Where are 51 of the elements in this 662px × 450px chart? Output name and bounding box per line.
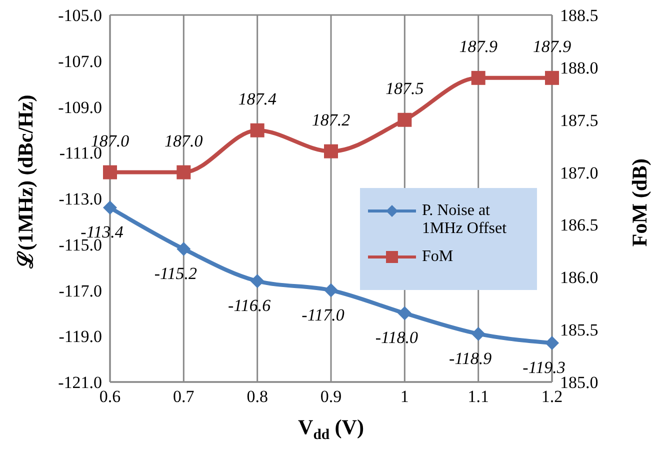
y-axis-title: ℒ(1MHz) (dBc/Hz) [13,94,38,270]
y-tick-label: -109.0 [58,98,102,117]
y-tick-label: -105.0 [58,6,102,26]
data-label: -116.6 [228,296,272,316]
point [398,306,412,320]
point [471,326,486,341]
data-label: 187.4 [238,89,277,108]
point [471,70,486,85]
y2-axis-title: FoM (dB) [627,158,652,247]
legend-label: FoM [422,248,454,266]
data-label: -118.0 [375,328,418,348]
data-label: 187.9 [532,36,572,56]
x-tick-label: 1.1 [468,387,489,406]
y2-tick-label: 185.5 [560,320,598,340]
y2-tick-label: 188.5 [560,6,598,26]
data-label: -115.2 [154,264,198,283]
x-tick-label: 1.2 [541,387,563,406]
y-tick-label: -117.0 [58,281,102,300]
y-tick-label: -119.0 [58,327,102,346]
y2-tick-label: 187.5 [560,110,598,130]
x-tick-label: 0.7 [173,387,195,406]
x-tick-label: 0.6 [99,387,121,406]
y2-tick-label: 186.0 [560,268,598,288]
point [545,336,559,350]
point [176,165,191,180]
point [103,200,117,215]
data-label: 187.9 [459,36,498,56]
point [176,242,191,256]
data-label: 187.0 [164,131,204,150]
y-tick-label: -113.0 [58,190,102,209]
point [324,144,338,158]
data-label: 187.2 [312,110,351,130]
data-label: -118.9 [449,348,492,368]
data-label: -117.0 [302,305,345,324]
data-label: 187.5 [386,78,424,98]
point [545,70,559,85]
legend-label: P. Noise at 1MHz Offset [422,202,508,238]
y-tick-label: -121.0 [58,373,102,392]
x-tick-label: 0.8 [246,387,268,406]
point [324,283,338,298]
x-axis-title: V$_{dd}$ (V) [298,415,364,442]
x-tick-label: 1 [400,387,409,406]
point [103,165,117,180]
y2-tick-label: 187.0 [560,163,598,182]
point [398,112,412,127]
y2-tick-label: 186.5 [560,216,598,235]
point [250,274,264,288]
point [250,123,264,138]
x-tick-label: 0.9 [320,387,342,406]
y2-tick-label: 188.0 [560,58,598,78]
y-tick-label: -107.0 [58,52,102,71]
